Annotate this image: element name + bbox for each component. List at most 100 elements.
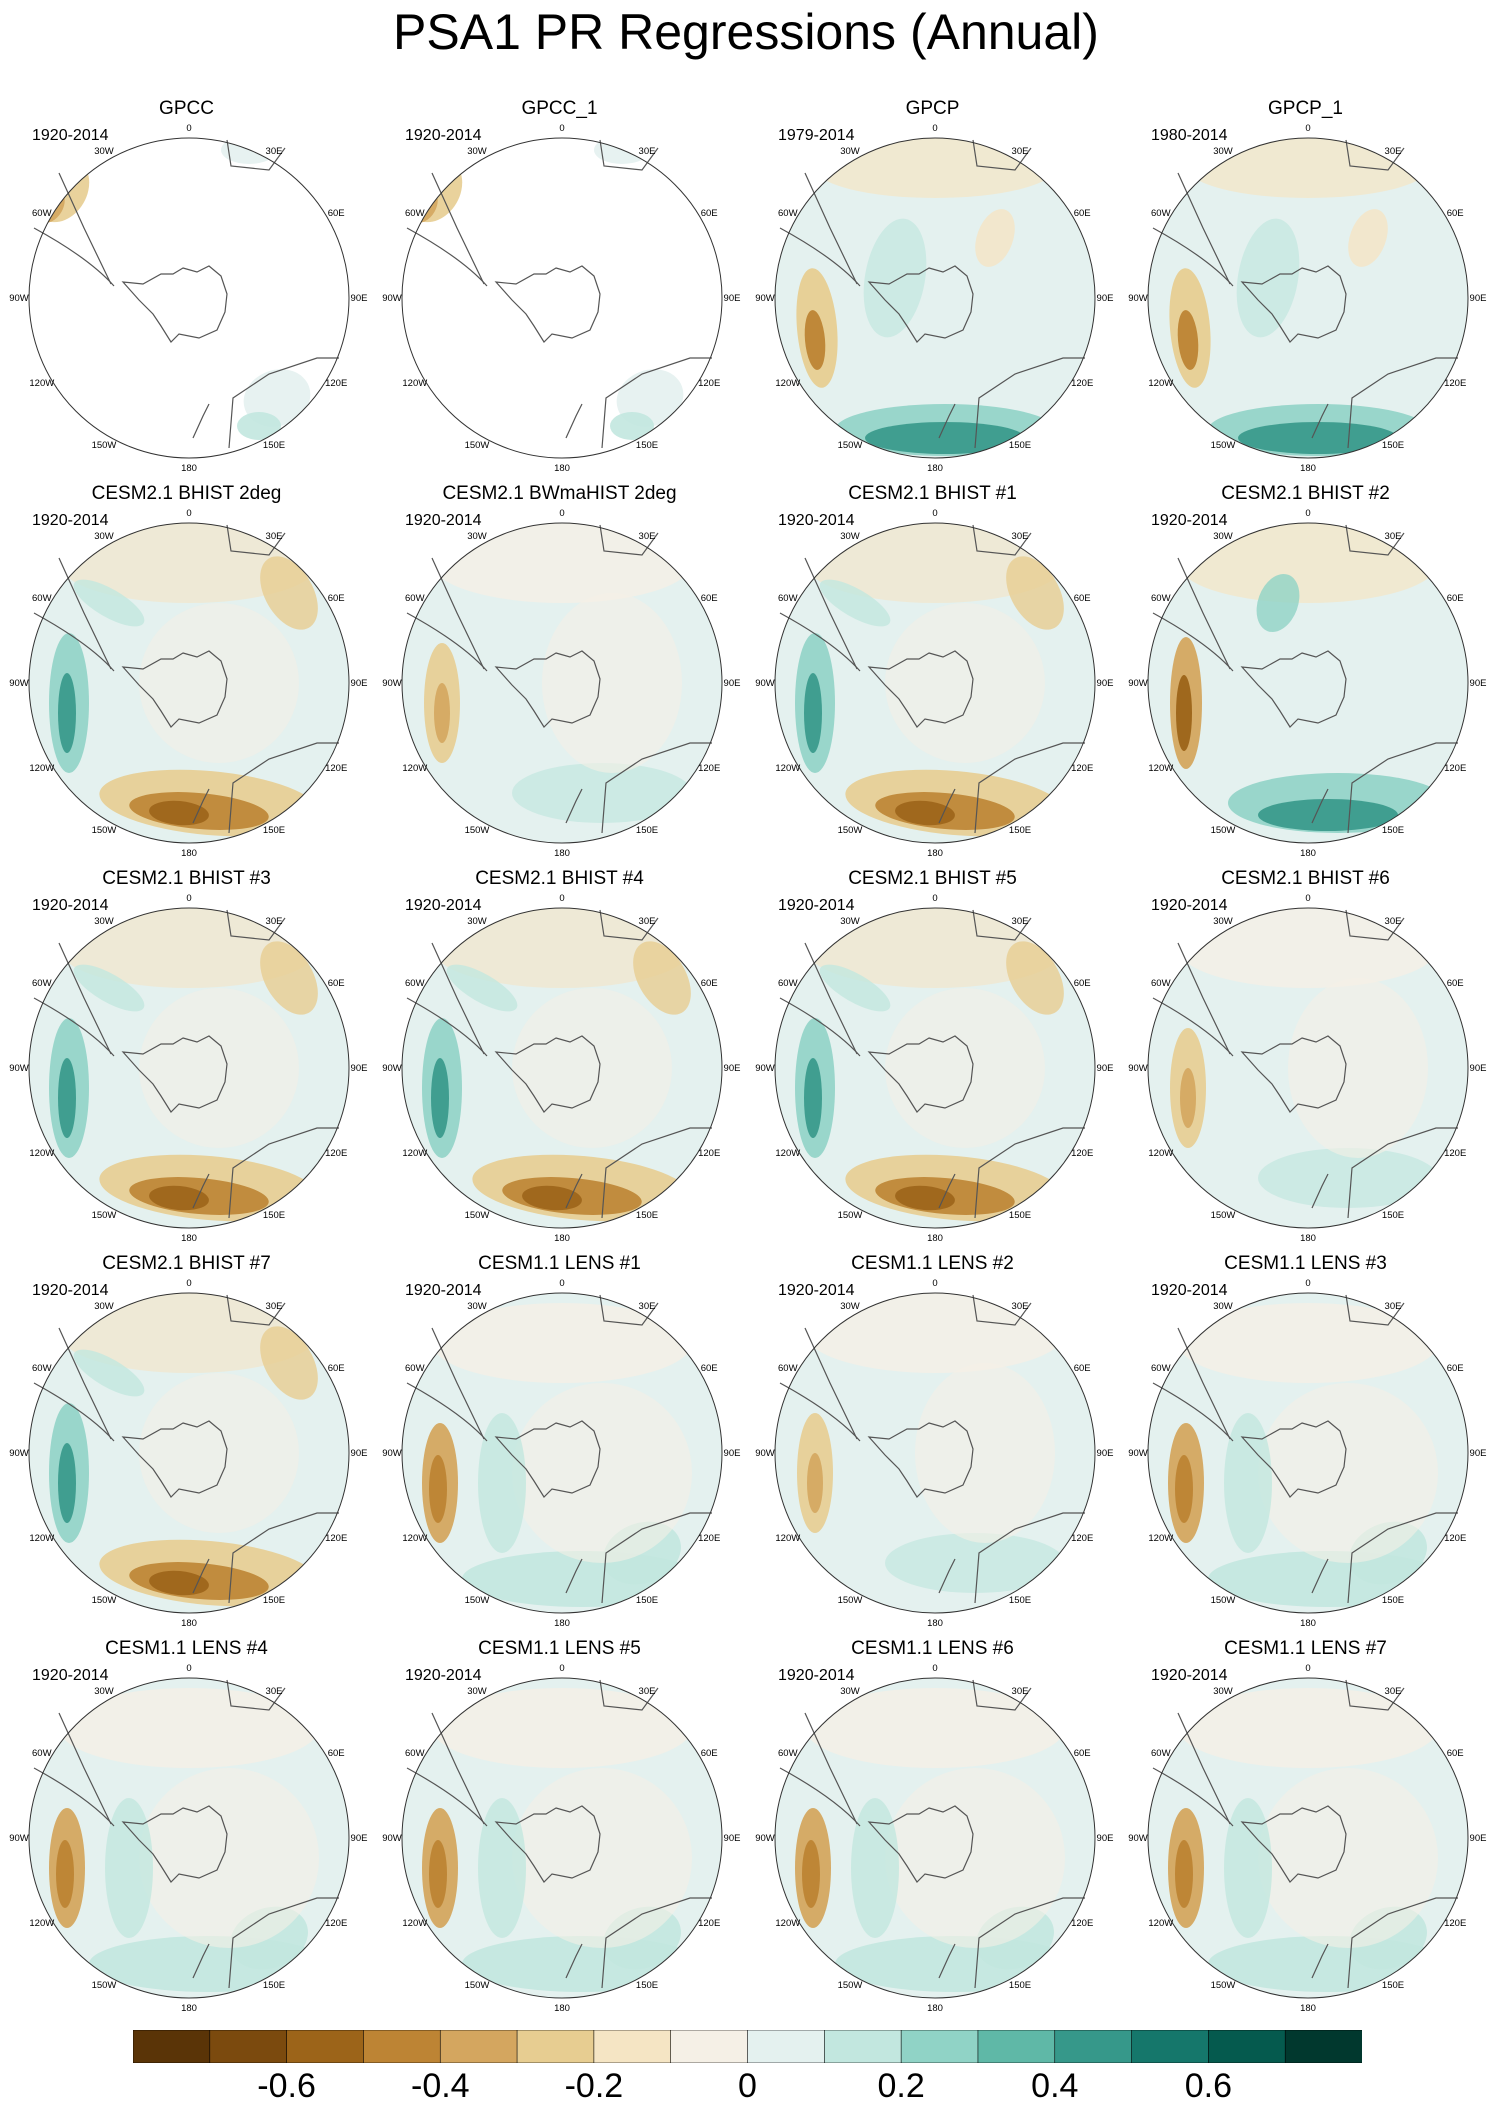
panel-title: CESM1.1 LENS #4 — [105, 1638, 268, 1659]
map-panel: GPCC_1 1920-2014 0 30E 60E 90E 120E 150E 180 150W… — [373, 98, 746, 482]
map-panel: CESM2.1 BHIST #1 1920-2014 0 30E 60E 90E 120E 1… — [746, 483, 1119, 867]
colorbar-swatch — [286, 2030, 365, 2063]
new-zealand-coastline — [1311, 403, 1329, 439]
polar-map: 0 30E 60E 90E 120E 150E 180 150W 120W 90W 60W 30W — [9, 123, 367, 474]
anomaly-blob — [432, 908, 692, 988]
new-zealand-coastline — [192, 1173, 210, 1209]
contour-field — [1148, 138, 1468, 458]
longitude-label: 90W — [382, 1833, 402, 1844]
longitude-label: 120E — [1444, 1918, 1466, 1929]
anomaly-blob — [59, 1293, 319, 1373]
colorbar-tick-label: 0 — [738, 2067, 757, 2105]
contour-field — [29, 523, 349, 843]
africa-coastline — [599, 1294, 659, 1326]
longitude-label: 120E — [1444, 378, 1466, 389]
longitude-label: 120W — [29, 378, 54, 389]
new-zealand-coastline — [938, 788, 956, 824]
anomaly-blob — [1348, 209, 1388, 267]
south-america-east-coastline — [431, 557, 485, 670]
longitude-label: 180 — [1300, 2003, 1316, 2014]
antarctica-coastline — [1240, 1035, 1347, 1113]
longitude-label: 120W — [402, 763, 427, 774]
australia-coastline — [974, 357, 1085, 449]
contour-field — [29, 1678, 349, 1998]
antarctica-coastline — [867, 1035, 974, 1113]
south-america-east-coastline — [431, 1327, 485, 1440]
longitude-label: 90E — [724, 293, 741, 304]
anomaly-blob — [58, 1058, 76, 1138]
colorbar-swatch — [516, 2030, 595, 2063]
polar-map: 0 30E 60E 90E 120E 150E 180 150W 120W 90W 60W 30W — [9, 508, 367, 859]
longitude-label: 150E — [636, 440, 658, 451]
longitude-label: 30W — [1213, 916, 1233, 927]
anomaly-blob — [1175, 1455, 1193, 1523]
south-america-east-coastline — [58, 942, 112, 1055]
longitude-label: 120E — [1444, 1148, 1466, 1159]
longitude-label: 30E — [1012, 1301, 1029, 1312]
anomaly-blob — [802, 1840, 820, 1908]
anomaly-blob — [885, 988, 1045, 1148]
polar-map: 0 30E 60E 90E 120E 150E 180 150W 120W 90W 60W 30W — [9, 1663, 367, 2014]
longitude-label: 30E — [1012, 146, 1029, 157]
longitude-label: 150E — [1382, 1595, 1404, 1606]
polar-map: 0 30E 60E 90E 120E 150E 180 150W 120W 90W 60W 30W — [382, 893, 741, 1244]
map-panel: CESM2.1 BHIST #4 1920-2014 0 30E 60E 90E 120E 1… — [373, 868, 746, 1252]
longitude-label: 90W — [9, 1833, 29, 1844]
colorbar-swatch — [824, 2030, 902, 2063]
longitude-label: 90E — [1097, 1833, 1114, 1844]
anomaly-blob — [429, 1455, 447, 1523]
new-zealand-coastline — [938, 1558, 956, 1594]
south-america-east-coastline — [58, 1712, 112, 1825]
longitude-label: 30E — [1385, 916, 1402, 927]
anomaly-blob — [1006, 556, 1064, 630]
anomaly-blob — [805, 523, 1065, 603]
anomaly-blob — [819, 579, 891, 627]
colorbar-tick-label: 0.4 — [1031, 2067, 1079, 2105]
longitude-label: 60E — [1074, 1748, 1091, 1759]
anomaly-blob — [139, 1768, 319, 1948]
australia-coastline — [1347, 1127, 1458, 1219]
longitude-label: 180 — [1300, 1618, 1316, 1629]
longitude-label: 120E — [325, 1533, 347, 1544]
map-panel: CESM1.1 LENS #4 1920-2014 0 30E 60E 90E 120E 15… — [0, 1638, 373, 2022]
colorbar-tick-label: 0.2 — [877, 2067, 925, 2105]
longitude-label: 150W — [838, 440, 863, 451]
longitude-label: 0 — [932, 1663, 937, 1674]
longitude-label: 60W — [1151, 1363, 1171, 1374]
africa-coastline — [599, 524, 659, 556]
africa-coastline — [972, 524, 1032, 556]
polar-map: 0 30E 60E 90E 120E 150E 180 150W 120W 90W 60W 30W — [755, 508, 1113, 859]
panel-title: CESM2.1 BHIST #4 — [475, 868, 644, 889]
africa-coastline — [1345, 524, 1405, 556]
panel-title: GPCP — [905, 98, 960, 119]
anomaly-blob — [59, 523, 319, 603]
map-panel: CESM2.1 BHIST #3 1920-2014 0 30E 60E 90E 120E 1… — [0, 868, 373, 1252]
longitude-label: 90E — [724, 1063, 741, 1074]
anomaly-blob — [1178, 1303, 1438, 1383]
period-label: 1979-2014 — [778, 127, 855, 144]
longitude-label: 150E — [1009, 1980, 1031, 1991]
anomaly-blob — [59, 908, 319, 988]
antarctica-coastline — [121, 1805, 228, 1883]
longitude-label: 30E — [639, 1686, 656, 1697]
longitude-label: 60E — [1074, 208, 1091, 219]
australia-coastline — [1347, 742, 1458, 834]
longitude-label: 120W — [1148, 1918, 1173, 1929]
anomaly-blob — [885, 1533, 1065, 1593]
polar-map: 0 30E 60E 90E 120E 150E 180 150W 120W 90W 60W 30W — [382, 1663, 740, 2014]
polar-map: 0 30E 60E 90E 120E 150E 180 150W 120W 90W 60W 30W — [755, 1278, 1113, 1629]
south-america-east-coastline — [58, 1327, 112, 1440]
longitude-label: 90W — [755, 1833, 775, 1844]
new-zealand-coastline — [565, 403, 583, 439]
panel-title: CESM2.1 BHIST 2deg — [91, 483, 282, 504]
longitude-label: 120E — [698, 378, 720, 389]
contour-field — [1148, 523, 1468, 843]
longitude-label: 90E — [1097, 1063, 1114, 1074]
longitude-label: 120E — [698, 763, 720, 774]
panel-title: CESM2.1 BWmaHIST 2deg — [442, 483, 677, 504]
longitude-label: 90W — [1128, 1063, 1148, 1074]
longitude-label: 0 — [186, 508, 191, 519]
figure-title: PSA1 PR Regressions (Annual) — [393, 4, 1099, 60]
antarctica-coastline — [494, 1805, 601, 1883]
colorbar-swatch — [133, 2030, 211, 2063]
